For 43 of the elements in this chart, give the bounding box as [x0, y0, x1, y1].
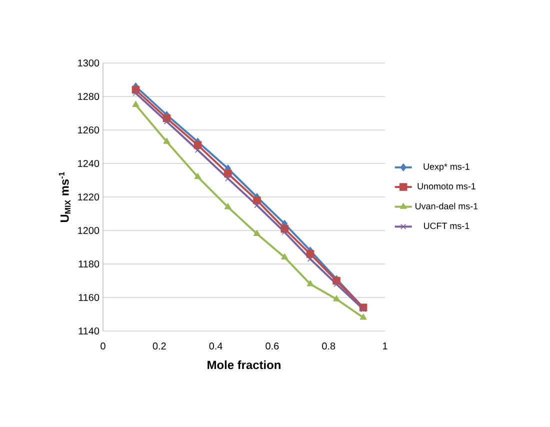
y-tick-label: 1160	[78, 294, 100, 302]
point	[281, 253, 288, 260]
y-tick-label: 1140	[78, 327, 100, 335]
point	[163, 138, 170, 144]
x-tick-label: 1	[383, 342, 388, 350]
point	[224, 170, 232, 178]
y-tick-label: 1260	[78, 126, 100, 134]
point	[307, 256, 314, 262]
point	[194, 173, 202, 180]
y-tick-label: 1220	[78, 193, 100, 201]
point	[194, 141, 202, 149]
legend-label: Uexp* ms-1	[424, 164, 470, 172]
y-axis-title: U$_{MIX}$ ms$^{-1}$	[58, 172, 70, 222]
point	[306, 280, 314, 286]
point	[360, 314, 367, 320]
x-tick-label: 0.6	[266, 342, 279, 350]
y-tick-label: 1280	[78, 92, 100, 100]
x-tick-label: 0.8	[322, 342, 336, 350]
legend-label: Unomoto ms-1	[418, 183, 476, 190]
point	[306, 250, 314, 258]
y-tick-label: 1200	[78, 226, 100, 234]
y-tick-label: 1300	[78, 59, 100, 67]
point	[360, 306, 366, 312]
point	[282, 229, 288, 236]
point	[194, 147, 201, 153]
x-tick-label: 0.2	[152, 342, 166, 350]
legend-label: Uvan-dael ms-1	[416, 202, 478, 210]
point	[254, 230, 260, 236]
point	[132, 100, 140, 108]
y-tick-label: 1180	[78, 260, 100, 268]
point	[132, 90, 139, 96]
point	[253, 196, 261, 204]
point	[254, 202, 260, 208]
y-tick-label: 1240	[78, 160, 100, 168]
point	[333, 295, 340, 302]
point	[164, 118, 170, 124]
x-tick-label: 0	[100, 342, 106, 350]
x-axis-title: Mole fraction	[208, 360, 280, 370]
legend-label: UCFT ms-1	[424, 222, 470, 230]
point	[225, 176, 231, 182]
point	[334, 281, 340, 287]
point	[224, 203, 232, 210]
x-tick-label: 0.4	[209, 342, 222, 350]
